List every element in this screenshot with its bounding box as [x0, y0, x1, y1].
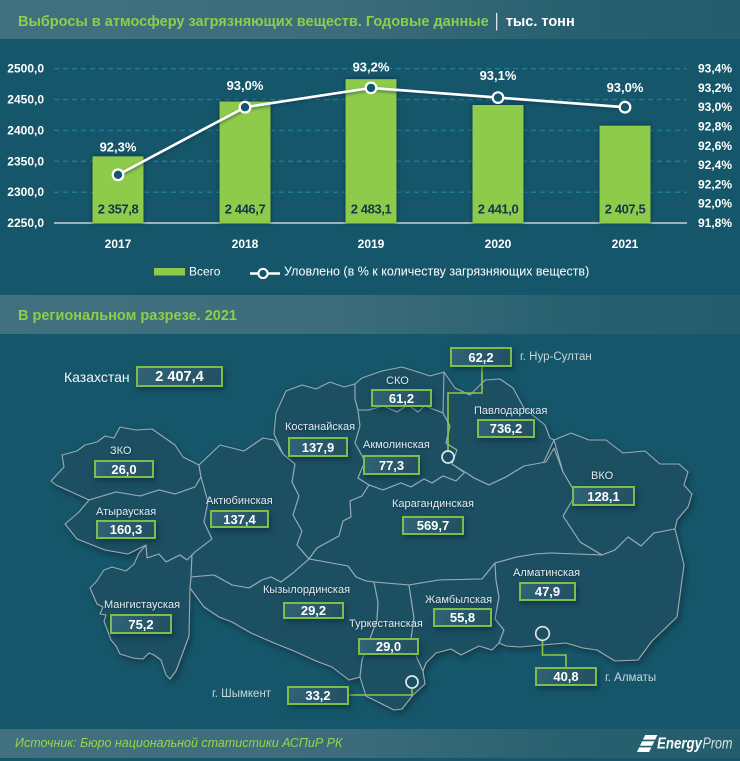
svg-text:2400,0: 2400,0: [7, 123, 44, 137]
svg-text:2500,0: 2500,0: [7, 62, 44, 76]
svg-text:92,8%: 92,8%: [698, 120, 732, 134]
svg-text:2019: 2019: [358, 237, 385, 251]
svg-text:2450,0: 2450,0: [7, 93, 44, 107]
svg-text:2 357,8: 2 357,8: [98, 202, 139, 217]
svg-text:2300,0: 2300,0: [7, 185, 44, 199]
svg-text:2350,0: 2350,0: [7, 154, 44, 168]
svg-text:91,8%: 91,8%: [698, 216, 732, 230]
svg-text:2 446,7: 2 446,7: [225, 202, 266, 217]
svg-text:2017: 2017: [105, 237, 132, 251]
svg-text:Уловлено (в % к количеству заг: Уловлено (в % к количеству загрязняющих …: [284, 265, 589, 279]
svg-text:92,4%: 92,4%: [698, 158, 732, 172]
svg-text:2020: 2020: [485, 237, 512, 251]
svg-text:93,0%: 93,0%: [607, 80, 644, 95]
svg-text:93,4%: 93,4%: [698, 62, 732, 76]
svg-text:2021: 2021: [612, 237, 639, 251]
svg-text:Energy: Energy: [657, 736, 703, 753]
svg-text:92,2%: 92,2%: [698, 177, 732, 191]
svg-text:93,2%: 93,2%: [353, 60, 390, 75]
svg-text:93,0%: 93,0%: [698, 100, 732, 114]
svg-text:93,2%: 93,2%: [698, 81, 732, 95]
svg-text:2250,0: 2250,0: [7, 216, 44, 230]
svg-text:93,0%: 93,0%: [227, 78, 264, 93]
svg-text:2 483,1: 2 483,1: [351, 202, 392, 217]
svg-text:Всего: Всего: [189, 265, 221, 279]
svg-text:92,6%: 92,6%: [698, 139, 732, 153]
svg-text:2018: 2018: [232, 237, 259, 251]
svg-text:2 407,5: 2 407,5: [605, 202, 646, 217]
svg-text:92,0%: 92,0%: [698, 197, 732, 211]
svg-text:93,1%: 93,1%: [480, 68, 517, 83]
svg-text:2 441,0: 2 441,0: [478, 202, 519, 217]
svg-text:Prom: Prom: [703, 736, 733, 753]
svg-text:92,3%: 92,3%: [100, 140, 137, 155]
